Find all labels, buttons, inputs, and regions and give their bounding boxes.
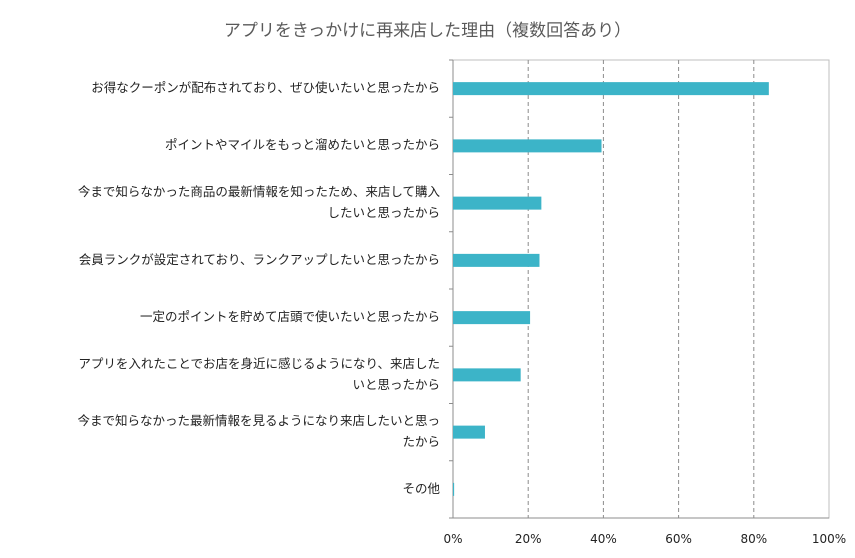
category-label-line: その他 [402,480,440,496]
chart-title: アプリをきっかけに再来店した理由（複数回答あり） [223,21,632,41]
x-tick-label-20: 20% [515,532,542,546]
bar-8 [453,482,455,496]
bar-1 [453,82,769,96]
category-label-line: 今まで知らなかった商品の最新情報を知ったため、来店して購入 [77,184,440,200]
category-label-8: その他 [20,478,440,499]
category-label-line: したいと思ったから [327,205,440,221]
category-label-line: ポイントやマイルをもっと溜めたいと思ったから [164,137,440,153]
category-label-line: たから [402,434,440,450]
bar-2 [453,139,602,153]
bar-7 [453,425,485,439]
category-label-line: お得なクーポンが配布されており、ぜひ使いたいと思ったから [91,80,440,96]
category-label-line: いと思ったから [352,376,440,392]
category-label-3: 今まで知らなかった商品の最新情報を知ったため、来店して購入したいと思ったから [20,181,440,223]
x-tick-label-40: 40% [590,532,617,546]
bar-5 [453,311,531,325]
bar-4 [453,253,540,267]
category-label-line: 会員ランクが設定されており、ランクアップしたいと思ったから [78,251,440,267]
x-tick-label-60: 60% [665,532,692,546]
x-tick-label-100: 100% [812,532,846,546]
category-label-1: お得なクーポンが配布されており、ぜひ使いたいと思ったから [20,77,440,98]
plot-border [452,59,830,519]
category-label-4: 会員ランクが設定されており、ランクアップしたいと思ったから [20,249,440,270]
category-label-line: 一定のポイントを貯めて店頭で使いたいと思ったから [139,309,440,325]
category-label-2: ポイントやマイルをもっと溜めたいと思ったから [20,134,440,155]
category-label-line: アプリを入れたことでお店を身近に感じるようになり、来店した [78,355,440,371]
x-tick-label-0: 0% [443,532,462,546]
bar-3 [453,196,542,210]
category-label-5: 一定のポイントを貯めて店頭で使いたいと思ったから [20,306,440,327]
category-label-6: アプリを入れたことでお店を身近に感じるようになり、来店したいと思ったから [20,353,440,395]
bar-6 [453,368,521,382]
category-label-7: 今まで知らなかった最新情報を見るようになり来店したいと思ったから [20,410,440,452]
x-tick-label-80: 80% [740,532,767,546]
category-label-line: 今まで知らなかった最新情報を見るようになり来店したいと思っ [77,413,440,429]
